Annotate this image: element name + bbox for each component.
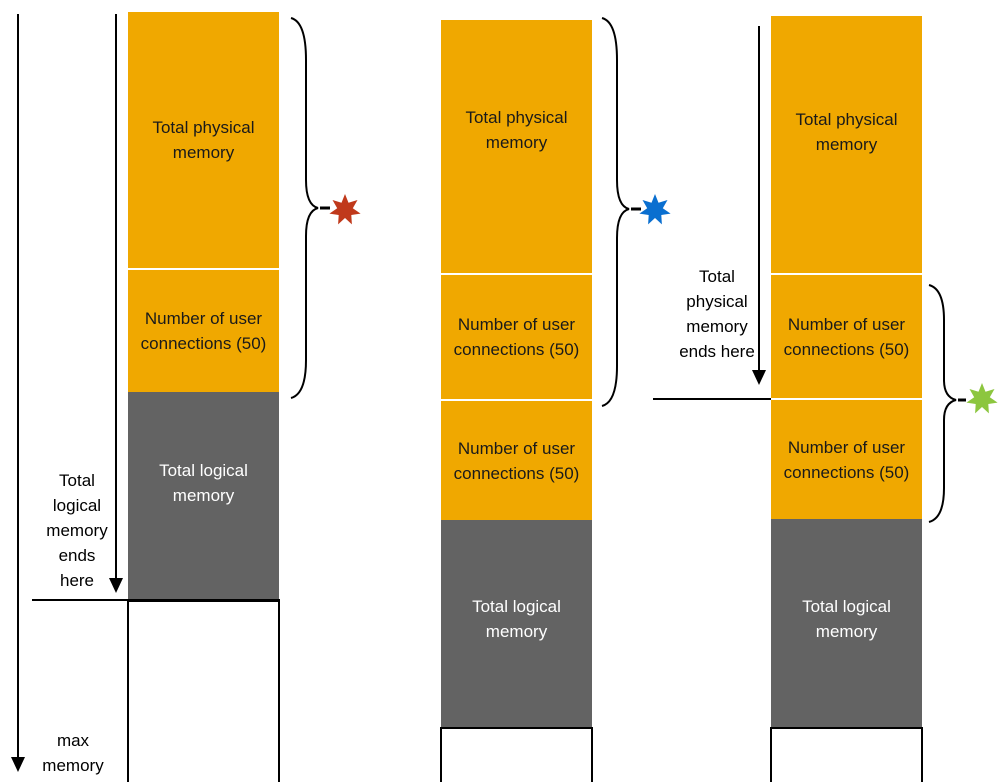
col2-physical-memory-label: Total physical memory: [465, 108, 568, 152]
col1-remaining-block: [127, 600, 280, 782]
col2-user-connections-block-1: Number of user connections (50): [441, 275, 592, 399]
col2-brace: [601, 17, 630, 407]
col2-physical-memory-block: Total physical memory: [441, 20, 592, 273]
max-memory-label: max memory: [42, 731, 104, 775]
logical-end-arrow: [109, 14, 123, 593]
col3-user-connections-block-1: Number of user connections (50): [771, 275, 922, 398]
col2-user-connections-block-2: Number of user connections (50): [441, 401, 592, 520]
col3-physical-memory-label: Total physical memory: [795, 109, 898, 154]
col1-user-connections-block: Number of user connections (50): [128, 270, 279, 392]
col1-physical-memory-block: Total physical memory: [128, 12, 279, 268]
col3-physical-memory-block: Total physical memory: [771, 16, 922, 273]
col3-user-connections-block-2: Number of user connections (50): [771, 400, 922, 519]
col3-user-connections-label-2: Number of user connections (50): [783, 437, 910, 482]
col2-logical-memory-label: Total logical memory: [472, 597, 561, 641]
col3-logical-memory-label: Total logical memory: [802, 597, 891, 641]
col1-physical-memory-label: Total physical memory: [152, 118, 255, 162]
col3-user-connections-label-1: Number of user connections (50): [783, 314, 910, 359]
col2-user-connections-label-1: Number of user connections (50): [453, 315, 580, 359]
col2-user-connections-label-2: Number of user connections (50): [453, 438, 580, 483]
green-star-icon: [966, 383, 998, 414]
max-memory-arrow: [11, 14, 25, 772]
blue-star-icon: [639, 194, 671, 225]
red-star-icon: [329, 194, 361, 225]
physical-end-arrow: [752, 26, 766, 385]
logical-ends-here-label: Total logical memory ends here: [46, 471, 108, 590]
physical-ends-here-label: Total physical memory ends here: [679, 267, 755, 361]
col3-remaining-block: [770, 727, 923, 782]
col1-user-connections-label: Number of user connections (50): [140, 309, 267, 353]
col3-logical-memory-block: Total logical memory: [771, 519, 922, 727]
col1-brace: [290, 17, 319, 399]
col1-logical-memory-block: Total logical memory: [128, 392, 279, 601]
col3-brace: [928, 284, 957, 523]
col2-logical-memory-block: Total logical memory: [441, 520, 592, 727]
col1-logical-memory-label: Total logical memory: [159, 460, 248, 505]
col2-remaining-block: [440, 727, 593, 782]
